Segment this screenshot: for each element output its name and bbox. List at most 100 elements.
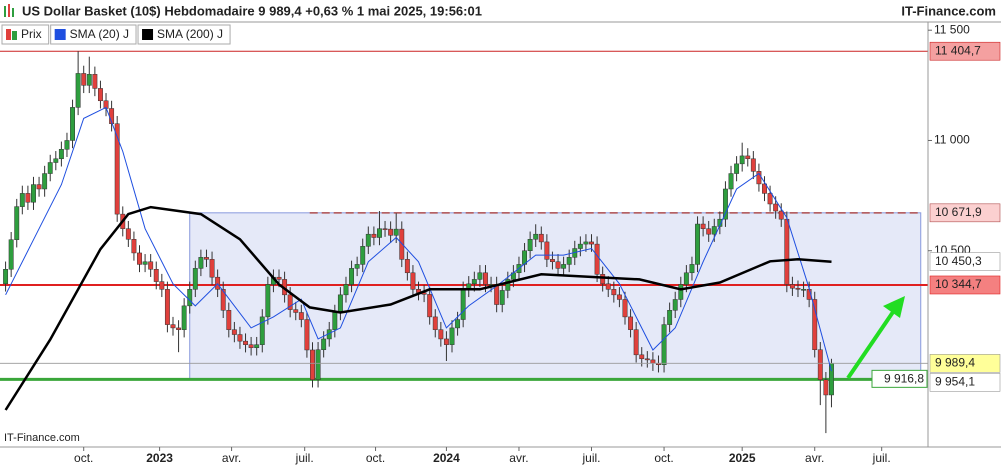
candle-body [382, 228, 388, 230]
candle-body [455, 319, 461, 329]
candle-body [683, 272, 689, 285]
candle-body [499, 290, 505, 305]
candle-body [566, 257, 572, 265]
legend: Prix SMA (20) J SMA (200) J [1, 24, 231, 45]
brand: IT-Finance.com [901, 3, 996, 18]
candle-body [789, 284, 795, 289]
candle-body [19, 193, 25, 207]
candle-body [377, 228, 382, 238]
candle-body [661, 324, 667, 365]
candle-body [3, 269, 9, 285]
x-tick-label: oct. [74, 451, 93, 465]
candle-body [298, 312, 304, 320]
candle-body [711, 226, 717, 235]
candle-body [427, 294, 433, 318]
candle-body [527, 239, 533, 251]
candle-body [728, 173, 734, 190]
price-label-text: 10 450,3 [935, 254, 982, 268]
x-tick-label: oct. [654, 451, 673, 465]
price-label: 10 450,3 [929, 252, 1001, 271]
header-icon [4, 4, 14, 17]
candle-body [577, 243, 583, 249]
candle-body [672, 299, 678, 311]
candle-body [544, 241, 550, 260]
candle-body [773, 203, 779, 212]
candle-body [778, 210, 784, 220]
candle-body [460, 289, 466, 320]
candle-body [605, 283, 611, 290]
candle-body [533, 233, 539, 240]
candle-body [304, 319, 310, 351]
legend-icon [12, 31, 17, 40]
y-tick-label: 11 500 [934, 22, 970, 36]
candle-body [204, 257, 209, 260]
candle-body [226, 310, 232, 330]
sma-line [5, 106, 832, 372]
candle-body [231, 329, 237, 335]
candle-body [310, 349, 315, 380]
candle-body [443, 338, 449, 345]
candle-body [25, 193, 31, 203]
candle-body [823, 379, 829, 396]
candle-body [170, 324, 176, 329]
candle-body [220, 289, 226, 311]
candle-body [31, 184, 36, 203]
candle-body [667, 310, 673, 325]
legend-box [50, 24, 137, 45]
level-label: 9 916,8 [871, 369, 928, 388]
candle-body [762, 183, 767, 194]
candle-body [293, 309, 299, 313]
candle-body [650, 359, 656, 364]
candle-body [198, 257, 204, 269]
candle-body [555, 261, 561, 269]
legend-item: SMA (20) J [50, 24, 137, 45]
legend-label: SMA (200) J [157, 27, 223, 41]
legend-label: SMA (20) J [70, 27, 129, 41]
price-label: 10 671,9 [929, 203, 1001, 223]
candle-body [343, 284, 349, 296]
legend-label: Prix [21, 27, 42, 41]
legend-icon [6, 29, 11, 40]
price-label-box [929, 252, 1001, 271]
candle-body [801, 289, 807, 291]
x-tick-label: avr. [509, 451, 528, 465]
candle-body [192, 268, 198, 290]
candle-body [159, 281, 165, 290]
candle-body [181, 305, 187, 330]
level-label-text: 9 916,8 [884, 372, 924, 386]
candle-body [795, 287, 801, 290]
x-tick-label: avr. [222, 451, 241, 465]
candle-body [176, 327, 182, 330]
price-label-text: 10 671,9 [935, 205, 982, 219]
candle-body [549, 259, 555, 263]
price-label: 10 344,7 [929, 275, 1001, 295]
candle-body [393, 228, 399, 236]
candle-body [471, 279, 477, 285]
candle-body [477, 272, 483, 280]
candle-body [817, 349, 823, 380]
price-label-text: 10 344,7 [935, 277, 982, 291]
candle-body [388, 228, 394, 236]
candle-body [589, 241, 594, 245]
candle-body [561, 264, 567, 269]
candle-body [187, 289, 193, 307]
legend-icon [142, 29, 154, 40]
candle-body [404, 259, 410, 274]
price-label-box [929, 41, 1001, 61]
candle-body [243, 340, 248, 345]
candle-body [142, 261, 148, 265]
price-label-text: 9 954,1 [935, 375, 975, 389]
x-tick-label: juil. [582, 451, 601, 465]
watermark: IT-Finance.com [4, 432, 80, 444]
candle-body [92, 74, 98, 89]
candle-body [137, 252, 142, 265]
candle-body [611, 289, 617, 296]
candle-body [829, 363, 834, 396]
candle-body [254, 344, 260, 349]
candle-body [36, 184, 42, 190]
candle-body [321, 338, 327, 350]
plot-area [0, 50, 928, 434]
candle-body [432, 316, 438, 330]
candle-body [750, 158, 756, 172]
candle-body [86, 74, 92, 86]
